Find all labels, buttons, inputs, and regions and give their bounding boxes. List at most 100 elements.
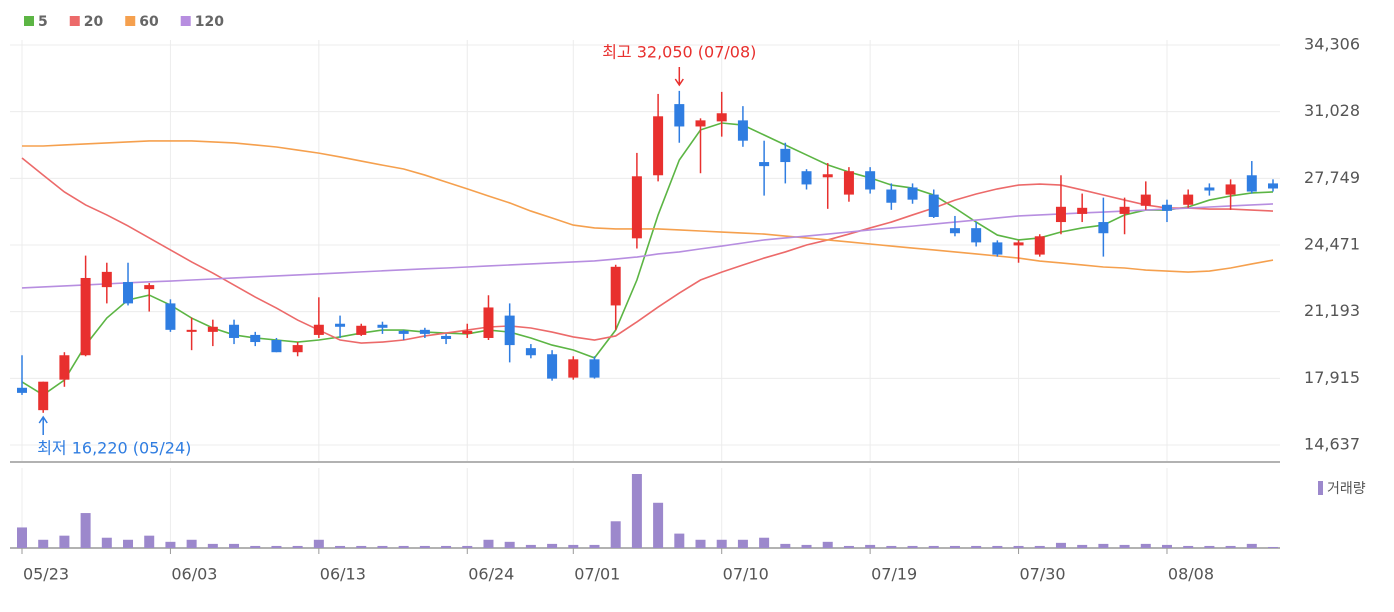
legend-swatch xyxy=(24,16,34,26)
volume-bar xyxy=(525,544,536,548)
ma-line xyxy=(21,157,1274,344)
candle-body xyxy=(589,359,600,378)
x-tick-label: 06/13 xyxy=(320,565,366,584)
candle-body xyxy=(271,340,282,353)
volume-bar xyxy=(1055,542,1066,548)
candle-body xyxy=(1204,187,1215,191)
y-tick-label: 17,915 xyxy=(1304,368,1360,387)
y-tick-label: 31,028 xyxy=(1304,101,1360,120)
candle-body xyxy=(292,345,303,353)
y-tick-label: 34,306 xyxy=(1304,35,1360,54)
legend-label: 120 xyxy=(195,14,224,30)
candle-body xyxy=(1077,207,1088,214)
candle-body xyxy=(907,187,918,200)
high-annotation: 최고 32,050 (07/08) xyxy=(602,43,756,62)
candle-body xyxy=(1183,194,1194,205)
candle-body xyxy=(165,303,176,330)
volume-bar xyxy=(504,541,515,548)
volume-bar xyxy=(610,521,621,548)
volume-bar xyxy=(822,541,833,548)
volume-bar xyxy=(568,544,579,548)
candle-body xyxy=(17,387,27,393)
volume-bar xyxy=(38,539,49,548)
candle-body xyxy=(1225,184,1236,195)
x-tick-label: 05/23 xyxy=(23,565,69,584)
volume-bar xyxy=(313,539,324,548)
candle-body xyxy=(737,120,748,141)
candle-body xyxy=(1055,206,1066,223)
volume-bar xyxy=(271,545,282,548)
volume-bar xyxy=(1013,545,1024,548)
volume-bar xyxy=(419,545,430,548)
volume-bar xyxy=(250,545,261,548)
volume-bar xyxy=(674,533,685,548)
x-tick-label: 07/19 xyxy=(871,565,917,584)
candle-body xyxy=(144,285,155,290)
legend-label: 60 xyxy=(139,14,159,30)
volume-bar xyxy=(335,545,346,548)
candle-body xyxy=(759,162,770,167)
volume-bar xyxy=(1034,545,1045,548)
volume-bar xyxy=(1225,545,1236,548)
candle-body xyxy=(38,381,49,411)
volume-bar xyxy=(1268,546,1278,548)
legend-swatch xyxy=(180,16,191,26)
candle-body xyxy=(610,266,621,306)
volume-bar xyxy=(1098,543,1109,548)
volume-bar xyxy=(59,535,70,548)
candle-body xyxy=(653,116,664,176)
y-tick-label: 21,193 xyxy=(1304,301,1360,320)
candle-body xyxy=(525,348,536,356)
volume-bar xyxy=(398,545,409,548)
volume-bar xyxy=(123,539,134,548)
volume-bar xyxy=(144,535,155,548)
volume-bar xyxy=(547,543,558,548)
low-annotation: 최저 16,220 (05/24) xyxy=(37,439,191,458)
volume-bar xyxy=(229,543,240,548)
legend-swatch xyxy=(125,16,136,26)
candle-body xyxy=(568,359,579,378)
volume-bar xyxy=(865,544,876,548)
volume-bar xyxy=(165,541,176,548)
candle-body xyxy=(631,176,642,239)
candle-body xyxy=(1034,236,1045,255)
volume-bar xyxy=(631,474,642,548)
low-arrow xyxy=(38,415,48,435)
x-tick-label: 07/30 xyxy=(1020,565,1066,584)
candle-body xyxy=(1161,204,1172,211)
candle-body xyxy=(822,174,833,178)
y-tick-label: 24,471 xyxy=(1304,235,1360,254)
volume-bar xyxy=(17,527,27,548)
x-tick-label: 07/10 xyxy=(723,565,769,584)
candle-body xyxy=(398,330,409,334)
volume-bar xyxy=(80,513,91,548)
volume-bar xyxy=(1077,544,1088,548)
candle-body xyxy=(229,324,240,338)
candle-body xyxy=(1246,175,1257,192)
candle-body xyxy=(462,330,473,334)
legend-label: 5 xyxy=(38,14,48,30)
volume-bar xyxy=(207,543,218,548)
candle-body xyxy=(250,334,261,343)
volume-bar xyxy=(589,544,600,548)
legend-swatch xyxy=(69,16,80,26)
candle-body xyxy=(419,329,430,334)
volume-bar xyxy=(801,544,812,548)
volume-bar xyxy=(1161,544,1172,548)
volume-bar xyxy=(377,545,388,548)
candle-body xyxy=(992,242,1003,255)
volume-bar xyxy=(462,545,473,548)
volume-bar xyxy=(759,537,770,548)
candle-body xyxy=(313,324,324,335)
candle-body xyxy=(928,194,939,217)
y-tick-label: 14,637 xyxy=(1304,435,1360,454)
volume-bar xyxy=(907,545,918,548)
candle-body xyxy=(780,148,791,163)
candle-body xyxy=(971,228,982,243)
candle-body xyxy=(695,120,706,127)
ma-line xyxy=(22,140,1274,273)
x-tick-label: 08/08 xyxy=(1168,565,1214,584)
candle-body xyxy=(504,315,515,346)
candle-body xyxy=(186,329,197,332)
